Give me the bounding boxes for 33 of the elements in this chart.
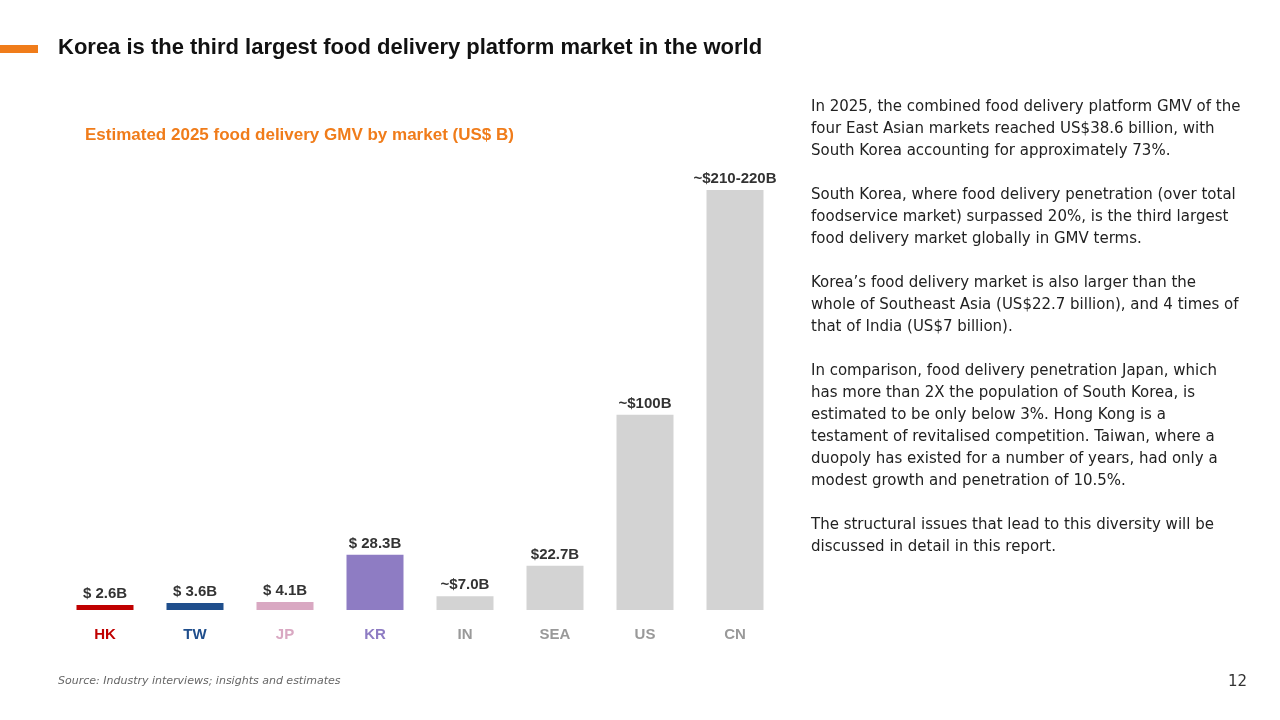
text: Korea’s food delivery market is also larger than the whole of Southeast Asia (US$22.7 billion), and 4 times of that of India (US$7 billion). [811,272,1240,337]
data-label: $22.7B [530,544,580,562]
text: 12 [1228,672,1248,690]
x-tick-label: SEA [539,625,571,642]
data-label: $ 4.1B [262,580,308,598]
x-tick-label: KR [364,625,386,642]
text: The structural issues that lead to this diversity will be discussed in detail in this report. [811,514,1215,557]
bar [706,190,764,610]
data-label: $ 3.6B [172,581,218,599]
bar [346,554,404,610]
bar [166,602,224,610]
text: In comparison, food delivery penetration Japan, which has more than 2X the population of South Korea, is estimated to be only below 3%. Hong Kong is a testament of revitalised competition. Taiwan, where a duopoly has existed for a number of years, had only a modest growth and penetration of 10.5%. [811,360,1219,491]
x-tick-label: HK [94,625,116,642]
text: In 2025, the combined food delivery platform GMV of the four East Asian markets reached US$38.6 billion, with South Korea accounting for approximately 73%. [811,96,1241,161]
x-tick-label: IN [457,625,473,642]
bar [256,601,314,610]
bar [616,414,674,610]
data-label: $ 2.6B [82,583,128,601]
source-note: Source: Industry interviews; insights and estimates [58,674,341,687]
bar [526,565,584,610]
text: South Korea, where food delivery penetration (over total foodservice market) surpassed 20%, is the third largest food delivery market globally in GMV terms. [811,184,1237,249]
data-label: ~$100B [618,393,672,411]
chart-subtitle: Estimated 2025 food delivery GMV by market (US$ B) [85,125,514,145]
x-tick-label: JP [275,625,295,642]
bar [76,604,134,610]
chart-title: Korea is the third largest food delivery platform market in the world [58,34,763,60]
bar [436,596,494,610]
data-label: $ 28.3B [348,533,402,551]
x-tick-label: TW [183,625,208,642]
data-label: ~$7.0B [440,575,490,593]
x-tick-label: US [634,625,656,642]
data-label: ~$210-220B [693,169,777,186]
x-tick-label: CN [724,625,746,642]
